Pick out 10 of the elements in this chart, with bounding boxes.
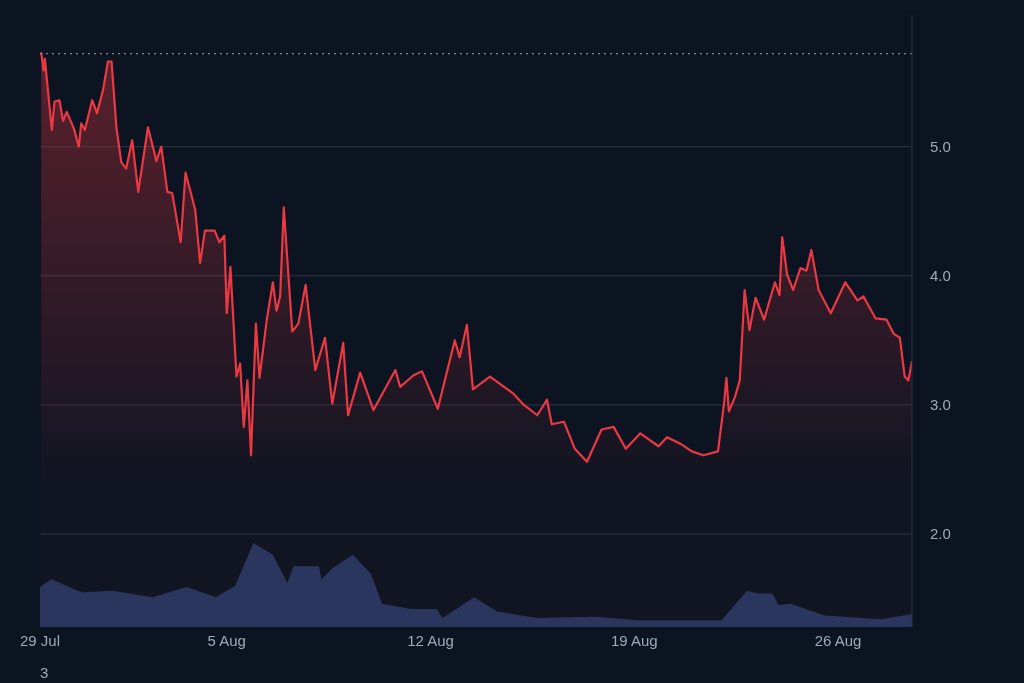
x-tick-label: 19 Aug (610, 631, 658, 649)
y-tick-label: 3.0 (930, 396, 951, 414)
text: 3 (40, 664, 49, 681)
x-tick-label: 5 Aug (207, 631, 246, 649)
x-tick-label: 12 Aug (407, 631, 454, 649)
x-tick-label: 29 Jul (19, 631, 61, 649)
y-tick-label: 4.0 (930, 267, 951, 285)
y-tick-label: 5.0 (930, 138, 951, 156)
x-tick-label: 26 Aug (814, 631, 862, 649)
y-tick-label: 2.0 (930, 525, 951, 543)
